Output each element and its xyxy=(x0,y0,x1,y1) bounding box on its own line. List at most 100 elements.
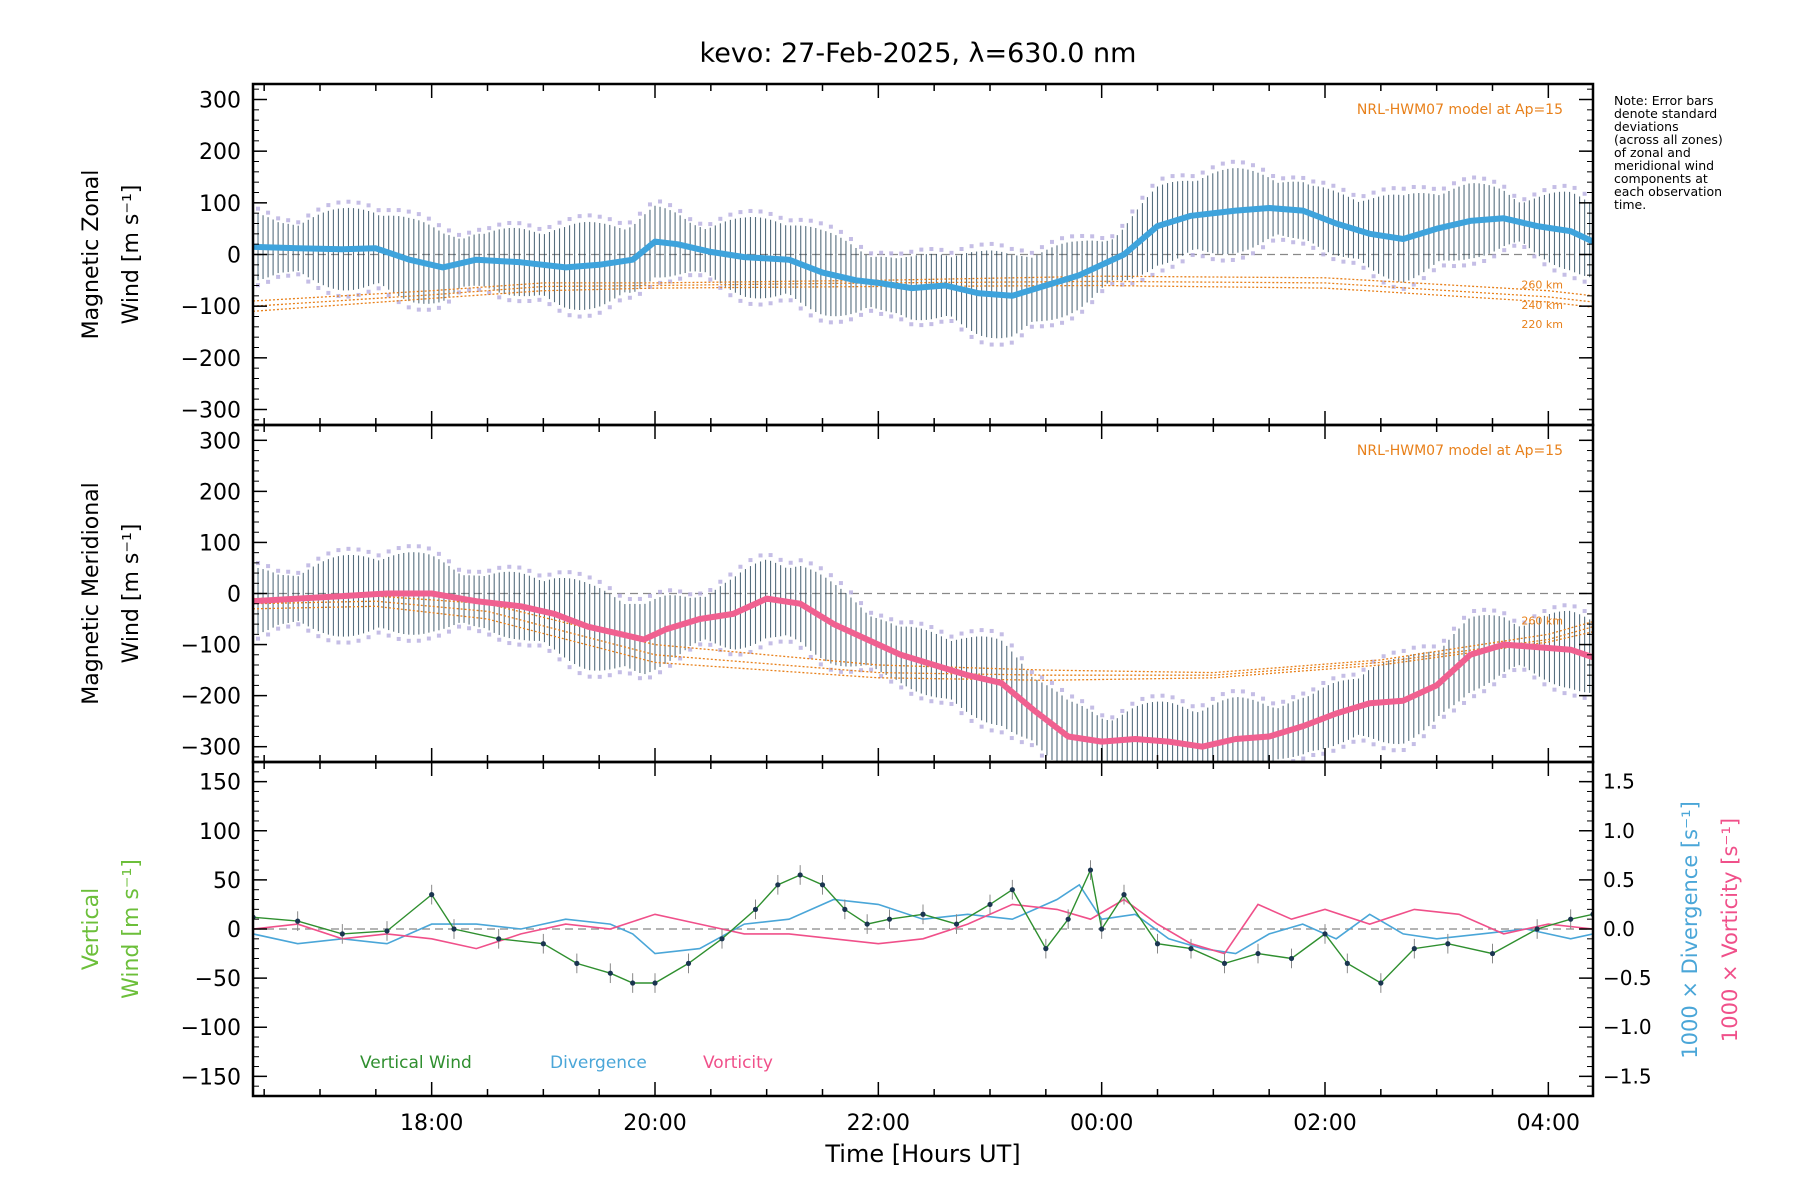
sample-point xyxy=(1019,740,1024,745)
y2-tick-label: 1.5 xyxy=(1603,770,1635,794)
sample-point xyxy=(557,308,562,313)
sample-point xyxy=(848,669,853,674)
sample-point xyxy=(1090,234,1095,239)
sample-point xyxy=(266,210,271,215)
sample-point xyxy=(266,632,271,637)
sample-point xyxy=(1502,248,1507,253)
sample-point xyxy=(286,624,291,629)
sample-point xyxy=(1301,756,1306,761)
sample-point xyxy=(1250,692,1255,697)
y-tick-label: −150 xyxy=(181,1065,241,1090)
sample-point xyxy=(276,274,281,279)
sample-point xyxy=(1401,186,1406,191)
sample-point xyxy=(1351,192,1356,197)
y-tick-label: −300 xyxy=(181,399,241,424)
vertical-wind-point xyxy=(1099,926,1105,932)
sample-point xyxy=(1331,748,1336,753)
sample-point xyxy=(587,313,592,318)
sample-point xyxy=(637,676,642,681)
sample-point xyxy=(446,299,451,304)
sample-point xyxy=(1441,714,1446,719)
sample-point xyxy=(276,626,281,631)
sample-point xyxy=(537,297,542,302)
sample-point xyxy=(748,649,753,654)
sample-point xyxy=(467,288,472,293)
sample-point xyxy=(487,290,492,295)
sample-point xyxy=(1381,280,1386,285)
sample-point xyxy=(949,701,954,706)
vertical-wind-point xyxy=(1087,867,1094,873)
sample-point xyxy=(1391,650,1396,655)
sample-point xyxy=(959,246,964,251)
sample-point xyxy=(426,216,431,221)
sample-point xyxy=(828,320,833,325)
sample-point xyxy=(336,640,341,645)
sample-point xyxy=(989,728,994,733)
vertical-wind-point xyxy=(1344,960,1350,966)
sample-point xyxy=(1462,263,1467,268)
sample-point xyxy=(1532,675,1537,680)
sample-point xyxy=(768,301,773,306)
sample-point xyxy=(818,318,823,323)
vertical-wind-point xyxy=(451,926,457,932)
vorticity-axis-label: 1000 × Vorticity [s⁻¹] xyxy=(1718,818,1742,1042)
sample-point xyxy=(1261,696,1266,701)
sample-point xyxy=(718,579,723,584)
sample-point xyxy=(1482,176,1487,181)
sample-point xyxy=(738,210,743,215)
sample-point xyxy=(678,589,683,594)
sample-point xyxy=(537,643,542,648)
vertical-wind-point xyxy=(864,921,870,927)
sample-point xyxy=(366,549,371,554)
sample-point xyxy=(1240,689,1245,694)
sample-point xyxy=(989,628,994,633)
sample-point xyxy=(1150,694,1155,699)
sample-point xyxy=(1552,185,1557,190)
sample-point xyxy=(376,286,381,291)
sample-point xyxy=(326,290,331,295)
sample-point xyxy=(818,566,823,571)
sample-point xyxy=(1492,179,1497,184)
sample-point xyxy=(507,564,512,569)
sample-point xyxy=(376,553,381,558)
vertical-wind-point xyxy=(1322,931,1328,937)
sample-point xyxy=(587,575,592,580)
sample-point xyxy=(1080,233,1085,238)
sample-point xyxy=(929,322,934,327)
sample-point xyxy=(708,588,713,593)
vertical-wind-point xyxy=(1009,887,1015,893)
sample-point xyxy=(909,691,914,696)
sample-point xyxy=(1572,276,1577,281)
sample-point xyxy=(1552,605,1557,610)
sample-point xyxy=(899,317,904,322)
sample-point xyxy=(1381,746,1386,751)
sample-point xyxy=(658,199,663,204)
sample-point xyxy=(547,572,552,577)
sample-point xyxy=(1552,268,1557,273)
sample-point xyxy=(477,569,482,574)
sample-point xyxy=(1180,259,1185,264)
y-tick-label: −100 xyxy=(181,634,241,659)
vertical-wind-point xyxy=(1378,980,1384,986)
sample-point xyxy=(607,586,612,591)
sample-point xyxy=(1039,245,1044,250)
sample-point xyxy=(939,629,944,634)
sample-point xyxy=(1562,183,1567,188)
sample-point xyxy=(1100,713,1105,718)
sample-point xyxy=(1431,268,1436,273)
sample-point xyxy=(889,314,894,319)
sample-point xyxy=(1200,254,1205,259)
sample-point xyxy=(1049,680,1054,685)
sample-point xyxy=(1582,695,1587,700)
sample-point xyxy=(1441,186,1446,191)
x-tick-label: 04:00 xyxy=(1517,1111,1580,1136)
sample-point xyxy=(999,342,1004,347)
sample-point xyxy=(1502,184,1507,189)
sample-point xyxy=(1391,186,1396,191)
sample-point xyxy=(1431,724,1436,729)
vertical-wind-point xyxy=(496,936,502,942)
vertical-wind-point xyxy=(1255,950,1261,957)
sample-point xyxy=(647,202,652,207)
y2-tick-label: −1.5 xyxy=(1603,1064,1652,1088)
sample-point xyxy=(1582,609,1587,614)
